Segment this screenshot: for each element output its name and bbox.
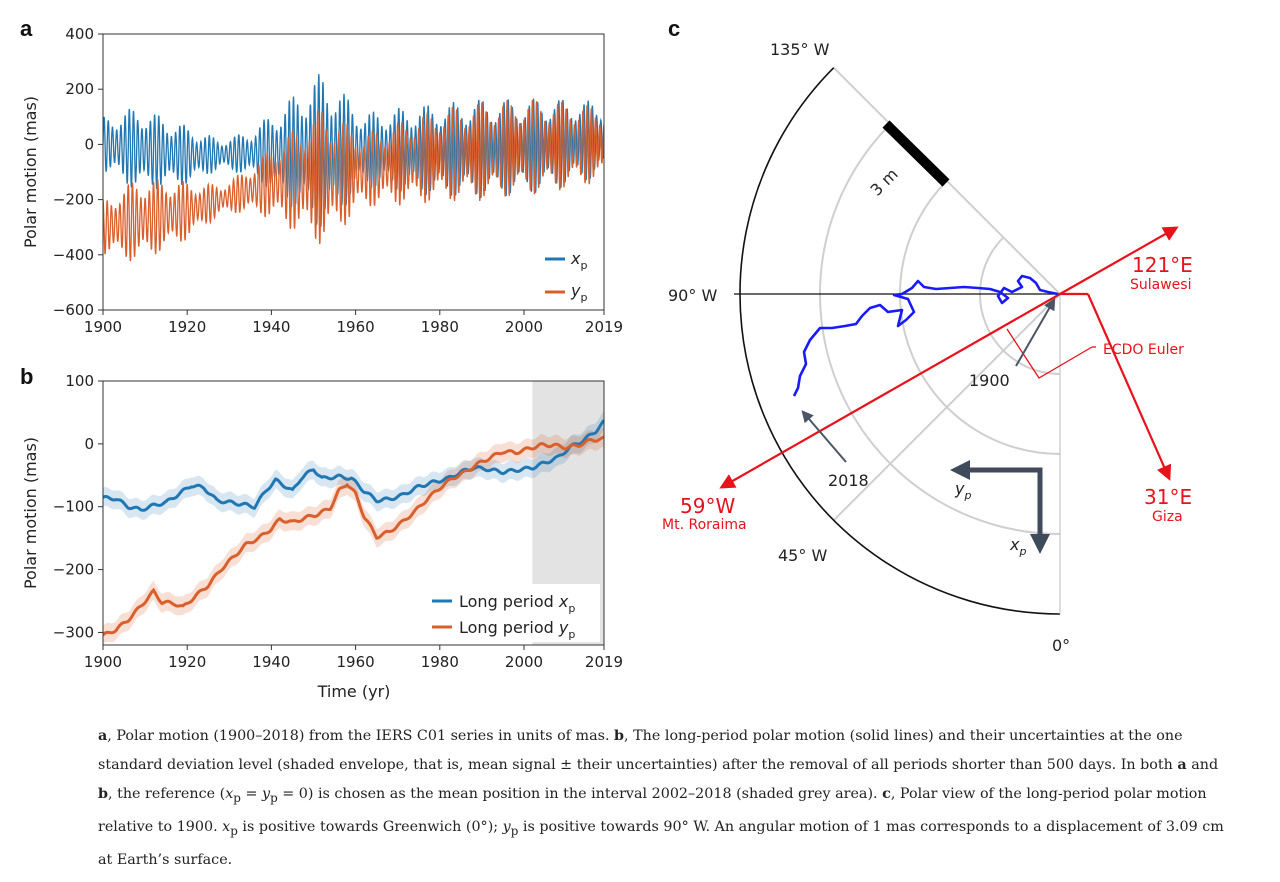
label-0: 0° [1052, 636, 1070, 655]
label-1900: 1900 [969, 371, 1010, 390]
xtick-label: 1960 [337, 653, 375, 671]
ecdo-right-angle [1006, 328, 1093, 379]
ytick-label: 0 [84, 435, 94, 453]
ytick-label: −400 [53, 246, 94, 264]
panel-a-letter: a [20, 16, 33, 41]
ytick-label: 0 [84, 135, 94, 153]
arrow-59w [719, 293, 1061, 489]
polar-motion-path [792, 274, 1059, 397]
panel-a-yticks: 400 200 0 −200 −400 −600 [53, 25, 103, 319]
series-yp-line [103, 100, 604, 262]
panel-b-letter: b [20, 364, 33, 389]
polar-grid-ring [819, 123, 1061, 535]
label-45w: 45° W [778, 546, 827, 565]
xtick-label: 1940 [252, 653, 290, 671]
polar-grid [819, 67, 1061, 535]
legend-long-xp-label: Long period xp [459, 592, 575, 615]
polar-grid-ring [899, 180, 1061, 455]
scale-bar [882, 120, 950, 187]
panel-c-letter: c [668, 16, 680, 41]
panel-b-yticks: 100 0 −100 −200 −300 [53, 372, 103, 641]
polar-outer-arc [739, 67, 1061, 615]
ytick-label: 100 [65, 372, 94, 390]
xp-yp-axes-glyph [955, 467, 1043, 549]
ytick-label: 400 [65, 25, 94, 43]
panel-b-xlabel: Time (yr) [317, 682, 391, 701]
xtick-label: 1940 [252, 318, 290, 336]
label-sulawesi: Sulawesi [1130, 277, 1191, 293]
ytick-label: −100 [53, 498, 94, 516]
xtick-label: 1980 [421, 653, 459, 671]
label-121e: 121°E [1132, 253, 1193, 277]
xtick-label: 1960 [337, 318, 375, 336]
ytick-label: 200 [65, 80, 94, 98]
panel-b-legend-box [424, 584, 600, 642]
label-xp: xp [1009, 535, 1026, 558]
yp-uncertainty-band [103, 427, 604, 645]
ytick-label: −200 [53, 561, 94, 579]
panel-a-frame [102, 33, 605, 311]
panel-b: b 100 0 −100 −200 −300 1900 1920 1940 1960 1980 2… [20, 364, 623, 701]
label-2018: 2018 [828, 471, 869, 490]
label-mt-roraima: Mt. Roraima [662, 517, 747, 533]
xtick-label: 1920 [168, 653, 206, 671]
arrow-2018 [801, 410, 847, 463]
label-135w: 135° W [770, 40, 830, 59]
ytick-label: −300 [53, 623, 94, 641]
panel-b-legend: Long period xp Long period yp [432, 592, 575, 641]
xtick-label: 2019 [585, 653, 623, 671]
long-period-xp-line [103, 419, 604, 512]
arrow-31e [1086, 293, 1172, 481]
label-59w: 59°W [680, 494, 735, 518]
arrow-121e [1059, 226, 1179, 295]
ytick-label: −600 [53, 301, 94, 319]
label-90w: 90° W [668, 286, 717, 305]
legend-xp-label: xp [570, 249, 587, 272]
legend-long-yp-label: Long period yp [459, 618, 575, 641]
panel-b-frame [102, 380, 605, 646]
panel-b-ylabel: Polar motion (mas) [21, 437, 40, 589]
panel-a-xticks: 1900 1920 1940 1960 1980 2000 2019 [84, 310, 623, 336]
long-period-yp-line [103, 435, 604, 637]
panel-c: c 3 m 135° W 90° W 45° W 0° 121°E Sulawe… [662, 16, 1193, 655]
xtick-label: 2019 [585, 318, 623, 336]
panel-a-ylabel: Polar motion (mas) [21, 96, 40, 248]
label-giza: Giza [1152, 509, 1183, 525]
xtick-label: 1980 [421, 318, 459, 336]
xp-uncertainty-band [103, 410, 604, 520]
figure-caption: a, Polar motion (1900–2018) from the IER… [98, 728, 1224, 868]
panel-a-legend: xp yp [545, 249, 587, 304]
label-31e: 31°E [1144, 485, 1192, 509]
xtick-label: 1900 [84, 318, 122, 336]
panel-b-xticks: 1900 1920 1940 1960 1980 2000 2019 [84, 645, 623, 671]
xtick-label: 1920 [168, 318, 206, 336]
arrow-1900 [1015, 297, 1056, 367]
ytick-label: −200 [53, 191, 94, 209]
polar-grid-spoke [833, 293, 1061, 521]
xtick-label: 1900 [84, 653, 122, 671]
legend-yp-label: yp [570, 281, 587, 304]
xtick-label: 2000 [505, 318, 543, 336]
label-ecdo-euler: ECDO Euler [1103, 342, 1184, 358]
scale-bar-label: 3 m [866, 164, 901, 199]
xtick-label: 2000 [505, 653, 543, 671]
label-yp: yp [954, 479, 971, 502]
